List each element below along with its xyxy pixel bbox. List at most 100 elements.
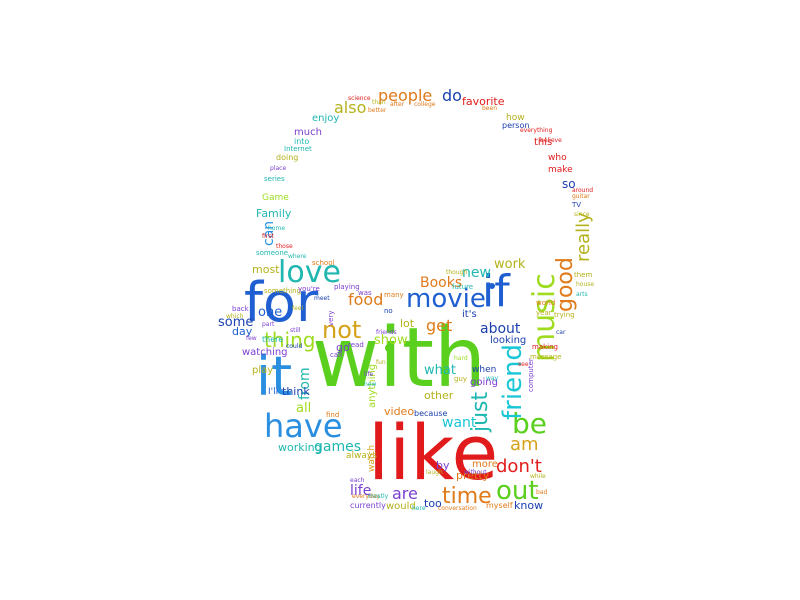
accent-dot bbox=[489, 283, 495, 289]
cloud-word: all bbox=[296, 401, 312, 416]
cloud-word: want bbox=[442, 415, 477, 431]
cloud-word: for bbox=[244, 271, 319, 334]
cloud-word: how bbox=[506, 113, 525, 123]
cloud-word: find bbox=[326, 411, 340, 419]
cloud-word: other bbox=[424, 389, 454, 402]
cloud-word: have bbox=[264, 407, 343, 445]
cloud-word: this bbox=[534, 137, 553, 148]
cloud-word: would bbox=[386, 501, 416, 512]
cloud-word: do bbox=[442, 86, 462, 105]
cloud-word: no bbox=[384, 307, 393, 315]
cloud-word: friends bbox=[376, 329, 397, 336]
cloud-word: so bbox=[562, 177, 576, 191]
cloud-word: work bbox=[494, 257, 526, 272]
cloud-word: than bbox=[372, 99, 386, 106]
cloud-word: movie bbox=[406, 284, 486, 314]
cloud-word: mostly bbox=[368, 493, 389, 500]
cloud-word: was bbox=[358, 289, 372, 297]
cloud-word: conversation bbox=[438, 505, 477, 512]
cloud-word: Game bbox=[262, 193, 289, 203]
cloud-word: feel bbox=[292, 305, 304, 312]
cloud-word: about bbox=[480, 321, 521, 337]
cloud-word: read bbox=[348, 341, 364, 349]
cloud-word: when bbox=[472, 365, 497, 375]
cloud-word: guy bbox=[454, 375, 468, 383]
cloud-word: some bbox=[218, 315, 254, 330]
accent-dot bbox=[385, 344, 393, 352]
cloud-word: lot bbox=[400, 317, 415, 330]
cloud-word: food bbox=[348, 290, 384, 309]
cloud-word: into bbox=[294, 137, 310, 146]
cloud-word: working bbox=[278, 441, 322, 454]
cloud-word: good bbox=[553, 257, 578, 312]
cloud-word: I'll bbox=[268, 387, 279, 397]
cloud-word: video bbox=[384, 405, 415, 418]
cloud-word: make bbox=[548, 165, 573, 175]
cloud-word: could bbox=[286, 343, 303, 350]
cloud-word: world bbox=[536, 299, 556, 307]
cloud-word: new bbox=[462, 265, 491, 281]
cloud-word: show bbox=[374, 333, 408, 348]
cloud-word: looking bbox=[490, 335, 527, 346]
cloud-word: out bbox=[496, 476, 539, 506]
cloud-word: way bbox=[486, 375, 499, 382]
cloud-word: those bbox=[276, 243, 293, 250]
cloud-word: them bbox=[574, 271, 593, 279]
cloud-word: where bbox=[288, 253, 307, 260]
cloud-word: much bbox=[294, 127, 322, 138]
cloud-word: you're bbox=[298, 285, 320, 293]
cloud-word: by bbox=[436, 459, 450, 472]
cloud-word: future bbox=[452, 283, 474, 291]
cloud-word: myself bbox=[486, 501, 513, 510]
cloud-word: around bbox=[572, 187, 594, 194]
cloud-word: place bbox=[270, 165, 287, 172]
cloud-word: TV bbox=[572, 201, 582, 209]
cloud-word: Family bbox=[256, 207, 292, 220]
cloud-word: better bbox=[368, 107, 387, 114]
cloud-word: still bbox=[290, 327, 301, 334]
cloud-word: am bbox=[510, 434, 539, 455]
cloud-word: pretty bbox=[456, 469, 490, 482]
cloud-word: school bbox=[312, 259, 335, 267]
cloud-word: watch bbox=[367, 444, 377, 472]
cloud-word: making bbox=[532, 343, 558, 351]
cloud-word: since bbox=[574, 211, 590, 218]
cloud-word: most bbox=[252, 263, 280, 276]
cloud-word: laugh bbox=[426, 469, 443, 476]
cloud-word: going bbox=[470, 377, 498, 388]
cloud-word: message bbox=[530, 353, 562, 361]
cloud-word: like bbox=[368, 408, 499, 497]
cloud-word: not bbox=[322, 316, 362, 344]
cloud-word: Internet bbox=[284, 145, 312, 153]
cloud-word: always bbox=[346, 451, 377, 461]
cloud-word: love bbox=[278, 255, 341, 290]
cloud-word: year bbox=[536, 309, 552, 317]
cloud-word: arts bbox=[576, 291, 588, 298]
cloud-word: back bbox=[232, 305, 249, 313]
cloud-word: series bbox=[264, 175, 285, 183]
cloud-word: call bbox=[330, 351, 343, 359]
cloud-word: more bbox=[472, 459, 498, 470]
cloud-word: see bbox=[518, 361, 529, 368]
cloud-word: here bbox=[412, 505, 426, 512]
cloud-word: it's bbox=[462, 309, 477, 320]
cloud-word: college bbox=[414, 101, 436, 108]
cloud-word: very bbox=[327, 310, 335, 326]
cloud-word: someone bbox=[256, 249, 289, 257]
cloud-word: after bbox=[390, 101, 405, 108]
cloud-word: science bbox=[348, 95, 371, 102]
cloud-word: fun bbox=[376, 359, 386, 366]
cloud-word: too bbox=[424, 497, 442, 510]
cloud-word: because bbox=[414, 409, 448, 418]
cloud-word: Books bbox=[420, 275, 463, 291]
cloud-word: computer bbox=[527, 358, 535, 392]
cloud-word: there bbox=[262, 335, 284, 344]
cloud-word: what bbox=[424, 363, 456, 378]
cloud-word: house bbox=[576, 281, 595, 288]
cloud-word: also bbox=[334, 98, 367, 117]
cloud-word: though bbox=[446, 269, 468, 276]
cloud-word: few bbox=[246, 335, 257, 342]
cloud-word: day bbox=[232, 325, 253, 338]
cloud-word: games bbox=[314, 439, 362, 455]
